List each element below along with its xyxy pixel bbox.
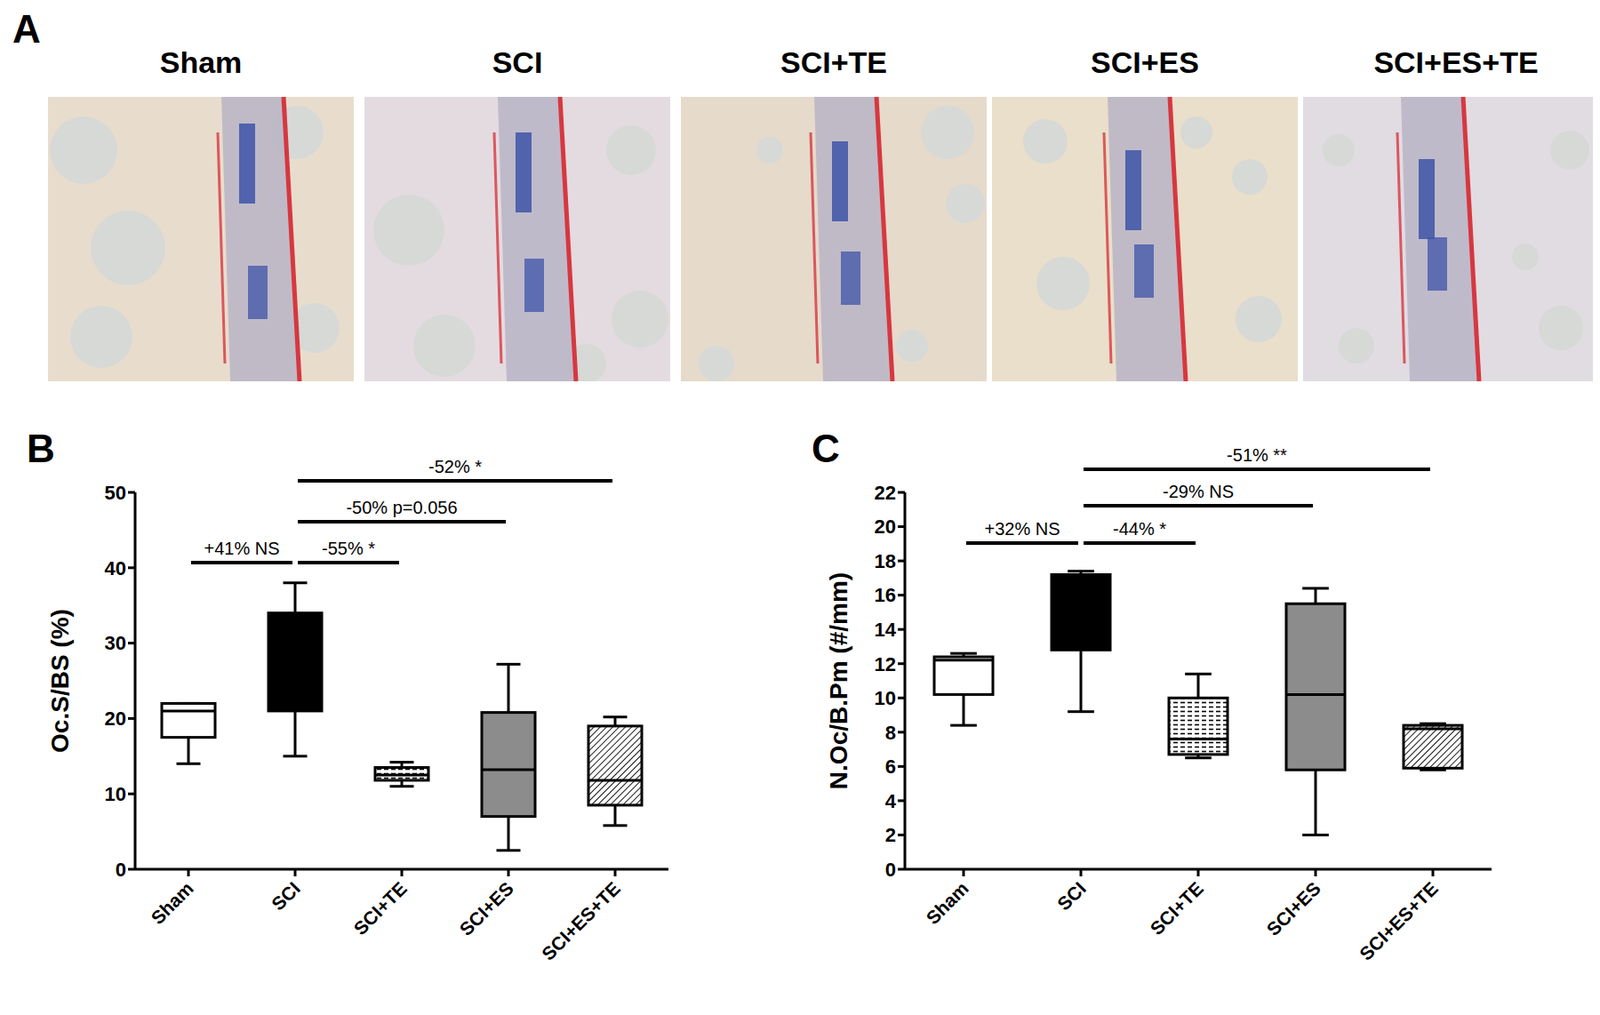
svg-text:6: 6 [885,755,896,778]
svg-text:20: 20 [874,515,896,538]
html-text:SCI+ES+TE: SCI+ES+TE [1373,45,1539,80]
svg-text:SCI+TE: SCI+TE [1145,878,1208,940]
svg-text:B: B [26,426,56,471]
svg-text:0: 0 [885,858,896,881]
html-text:SCI+ES: SCI+ES [1090,45,1200,80]
svg-text:4: 4 [885,790,897,813]
svg-text:C: C [811,426,840,471]
html-text:SCI: SCI [492,45,543,80]
svg-text:Sham: Sham [921,878,973,929]
svg-text:SCI: SCI [1053,878,1090,915]
svg-text:-29% NS: -29% NS [1162,481,1234,502]
svg-text:-51% **: -51% ** [1226,445,1288,465]
svg-text:40: 40 [104,557,127,580]
svg-text:+32% NS: +32% NS [984,519,1060,539]
svg-text:0: 0 [115,858,127,881]
svg-text:50: 50 [104,481,127,504]
svg-text:+41% NS: +41% NS [203,538,280,559]
svg-text:SCI+ES: SCI+ES [455,878,518,941]
svg-text:-55% *: -55% * [321,538,376,559]
svg-text:SCI+ES+TE: SCI+ES+TE [1355,878,1442,965]
svg-text:SCI+ES: SCI+ES [1262,878,1325,941]
html-text:SCI+TE: SCI+TE [780,45,888,80]
svg-text:30: 30 [104,632,127,655]
svg-text:10: 10 [874,687,896,710]
svg-text:Sham: Sham [146,878,198,929]
svg-text:SCI+ES+TE: SCI+ES+TE [537,878,624,965]
svg-text:20: 20 [104,707,127,730]
svg-text:N.Oc/B.Pm (#/mm): N.Oc/B.Pm (#/mm) [824,572,853,790]
svg-text:Oc.S/BS (%): Oc.S/BS (%) [46,608,74,753]
svg-text:-50% p=0.056: -50% p=0.056 [345,497,457,518]
svg-text:SCI: SCI [267,878,304,915]
svg-text:2: 2 [885,824,896,847]
svg-text:14: 14 [874,618,897,641]
svg-text:A: A [12,7,41,51]
svg-text:8: 8 [885,721,896,744]
html-text:Sham: Sham [159,45,243,80]
svg-text:16: 16 [874,584,896,607]
svg-text:SCI+TE: SCI+TE [349,878,411,940]
svg-text:10: 10 [104,783,127,806]
svg-text:-44% *: -44% * [1112,519,1167,539]
svg-text:12: 12 [874,653,896,676]
svg-text:18: 18 [874,550,896,573]
svg-text:-52% *: -52% * [428,456,482,477]
svg-text:22: 22 [874,481,896,504]
